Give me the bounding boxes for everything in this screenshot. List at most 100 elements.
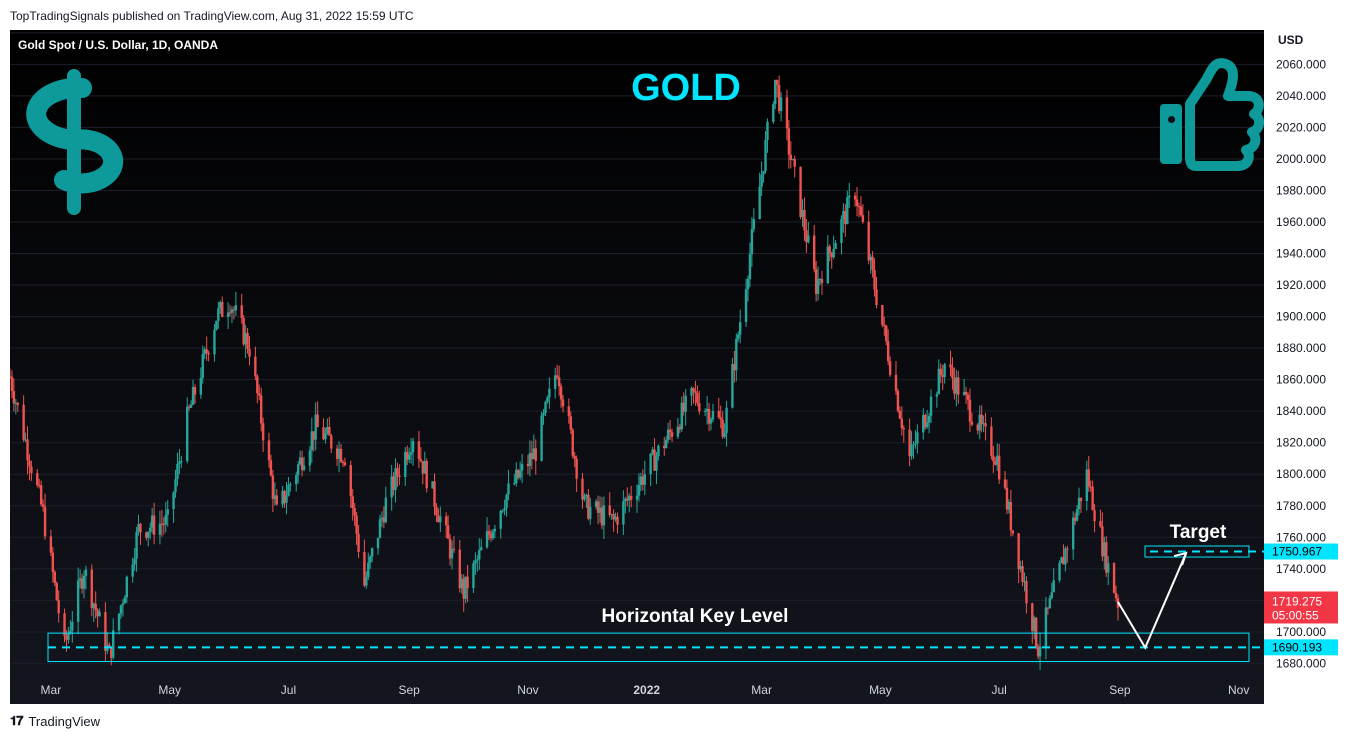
candle-body: [637, 484, 641, 496]
candle-body: [355, 515, 358, 534]
thumbs-up-icon: [1160, 58, 1264, 171]
candle-body: [491, 531, 495, 539]
candle-body: [622, 501, 625, 525]
candle-body: [883, 324, 886, 326]
candle-body: [600, 507, 604, 526]
candle-body: [1089, 486, 1092, 488]
candle-body: [692, 388, 695, 392]
candle-body: [407, 454, 411, 460]
candle-body: [466, 576, 469, 589]
price-tick-label: 1860.000: [1276, 373, 1326, 387]
candle-body: [1046, 607, 1050, 609]
candle-body: [248, 349, 251, 357]
candle-body: [723, 433, 726, 437]
candle-body: [739, 322, 742, 335]
candle-body: [853, 195, 857, 200]
price-tick-label: 1940.000: [1276, 247, 1326, 261]
candle-body: [384, 497, 388, 523]
candle-body: [855, 199, 859, 207]
candle-body: [1003, 479, 1007, 488]
candle-body: [542, 412, 545, 416]
candle-body: [690, 388, 693, 396]
candle-body: [653, 449, 656, 471]
candle-body: [544, 402, 547, 413]
candle-body: [914, 443, 917, 445]
candle-body: [762, 170, 765, 175]
candle-body: [670, 432, 674, 437]
time-tick-label: Nov: [517, 683, 538, 697]
candle-body: [448, 538, 452, 559]
candle-body: [980, 414, 983, 425]
candle-body: [503, 508, 506, 511]
dollar-sign-icon: [26, 69, 124, 215]
candle-body: [873, 269, 876, 290]
candle-body: [1114, 592, 1118, 599]
candle-body: [94, 603, 97, 610]
candle-body: [437, 515, 440, 523]
candle-body: [435, 506, 438, 516]
candle-body: [976, 424, 979, 431]
candle-body: [816, 279, 820, 294]
candle-body: [777, 84, 781, 112]
candle-body: [789, 154, 793, 161]
price-axis[interactable]: USD 1680.0001700.0001720.0001740.0001760…: [1264, 30, 1344, 704]
candle-body: [487, 531, 491, 535]
candle-body: [335, 448, 339, 459]
candle-body: [925, 422, 929, 428]
candle-body: [703, 411, 707, 413]
candle-body: [766, 121, 769, 141]
candle-body: [51, 552, 55, 572]
candle-body: [152, 515, 156, 535]
candle-body: [185, 406, 189, 462]
candle-body: [678, 426, 682, 430]
candle-body: [902, 428, 905, 430]
candle-body: [203, 349, 206, 355]
candle-body: [39, 485, 43, 505]
candle-body: [330, 435, 333, 449]
symbol-label: Gold Spot / U.S. Dollar, 1D, OANDA: [18, 38, 218, 52]
candle-body: [43, 506, 47, 537]
candle-body: [937, 368, 941, 395]
candle-body: [775, 79, 779, 85]
candle-body: [750, 229, 754, 255]
time-tick-label: Sep: [1109, 683, 1131, 697]
candle-body: [493, 528, 497, 532]
price-tick-label: 1900.000: [1276, 310, 1326, 324]
candle-body: [994, 461, 997, 465]
candle-body: [324, 433, 327, 440]
candle-body: [1011, 530, 1015, 534]
candle-body: [955, 377, 958, 394]
candle-body: [217, 308, 220, 321]
candle-body: [150, 515, 154, 528]
candle-body: [923, 415, 927, 428]
chart-frame[interactable]: Gold Spot / U.S. Dollar, 1D, OANDA GOLD …: [10, 30, 1264, 704]
candle-body: [635, 495, 639, 500]
candle-body: [121, 603, 125, 606]
candle-body: [666, 429, 670, 440]
price-tick-label: 1680.000: [1276, 656, 1326, 670]
candle-body: [1062, 557, 1065, 565]
candle-body: [1025, 581, 1028, 604]
candle-body: [612, 514, 615, 520]
candle-body: [96, 609, 99, 617]
price-tick-label: 1740.000: [1276, 562, 1326, 576]
candle-body: [326, 426, 329, 434]
candle-body: [785, 97, 789, 129]
candle-body: [41, 504, 45, 507]
candle-body: [639, 476, 643, 485]
candle-body: [433, 481, 436, 507]
candle-body: [733, 364, 736, 371]
candle-body: [1091, 486, 1094, 511]
candle-body: [846, 197, 849, 225]
candle-body: [423, 460, 426, 474]
candle-body: [215, 320, 218, 330]
candle-body: [394, 468, 397, 491]
price-tick-label: 1920.000: [1276, 278, 1326, 292]
candle-body: [370, 548, 374, 557]
projection-arrowhead: [1173, 551, 1188, 566]
candle-body: [649, 453, 652, 475]
price-chart[interactable]: Gold Spot / U.S. Dollar, 1D, OANDA GOLD …: [10, 30, 1264, 704]
candle-body: [431, 481, 434, 489]
candle-body: [139, 523, 142, 533]
